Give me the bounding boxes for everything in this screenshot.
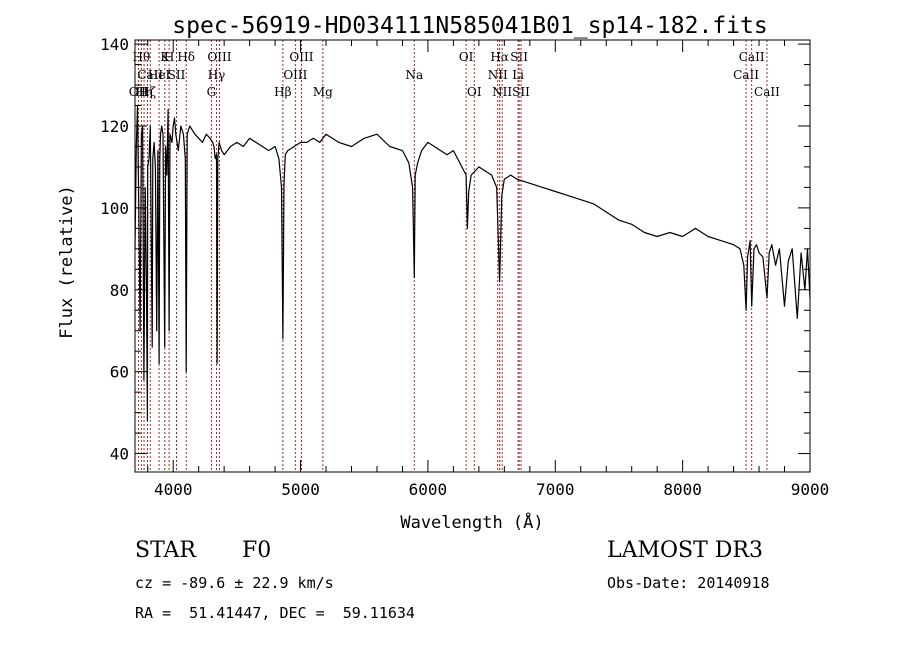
line-marker-label: Hβ — [274, 85, 291, 99]
line-marker-label: OIII — [207, 50, 231, 64]
line-marker-label: CaII — [733, 68, 759, 82]
line-marker-label: Na — [405, 68, 423, 82]
x-tick-label: 4000 — [154, 480, 193, 499]
line-marker-label: Hζ — [139, 85, 156, 99]
line-marker-label: OI — [459, 50, 474, 64]
coordinates-readout: RA = 51.41447, DEC = 59.11634 — [135, 604, 415, 622]
line-marker-label: Hθ — [133, 50, 151, 64]
x-tick-label: 7000 — [536, 480, 575, 499]
redshift-readout: cz = -89.6 ± 22.9 km/s — [135, 574, 334, 592]
line-marker-label: CaII — [739, 50, 765, 64]
y-tick-label: 140 — [100, 35, 129, 54]
observation-date: Obs-Date: 20140918 — [607, 574, 770, 592]
line-marker-label: Mg — [313, 85, 333, 99]
chart-title: spec-56919-HD034111N585041B01_sp14-182.f… — [172, 13, 767, 39]
line-marker-label: HeI — [148, 68, 171, 82]
line-marker-label: NII — [488, 68, 508, 82]
x-axis-label: Wavelength (Å) — [400, 511, 543, 533]
x-tick-label: 5000 — [281, 480, 320, 499]
line-marker-label: OIII — [289, 50, 313, 64]
line-marker-label: OII — [129, 85, 149, 99]
y-tick-label: 80 — [110, 281, 129, 300]
y-axis-label: Flux (relative) — [57, 185, 77, 339]
line-marker-label: OI — [467, 85, 482, 99]
object-subclass: F0 — [242, 538, 272, 563]
y-tick-label: 60 — [110, 363, 129, 382]
line-marker-label: Hγ — [208, 68, 226, 82]
x-tick-label: 6000 — [409, 480, 448, 499]
line-marker-label: SII — [510, 50, 528, 64]
line-marker-label: Hη — [135, 85, 153, 99]
y-tick-label: 120 — [100, 117, 129, 136]
line-marker-label: CaII — [137, 68, 163, 82]
y-tick-label: 100 — [100, 199, 129, 218]
emission-line-markers: OIIHθHηHζCaIIHeIKHSIIHδGHγOIIIHβOIIIOIII… — [129, 40, 780, 472]
line-marker-label: G — [207, 85, 217, 99]
survey-name: LAMOST DR3 — [607, 538, 763, 563]
axis-ticks: 4000 5000 6000 7000 8000 9000 40 60 80 100 120 140 — [100, 35, 829, 499]
line-marker-label: H — [164, 50, 174, 64]
line-marker-label: Hδ — [177, 50, 195, 64]
x-tick-label: 8000 — [663, 480, 702, 499]
line-marker-label: SII — [512, 85, 530, 99]
plot-frame — [134, 39, 811, 473]
y-tick-label: 40 — [110, 445, 129, 464]
line-marker-label: NII — [492, 85, 512, 99]
line-marker-label: CaII — [754, 85, 780, 99]
x-tick-label: 9000 — [791, 480, 830, 499]
object-class: STAR — [135, 538, 196, 563]
line-marker-label: SII — [168, 68, 186, 82]
line-marker-label: Hα — [490, 50, 509, 64]
spectrum-line — [134, 104, 811, 422]
line-marker-label: OIII — [283, 68, 307, 82]
line-marker-label: Li — [512, 68, 524, 82]
line-marker-label: K — [160, 50, 170, 64]
